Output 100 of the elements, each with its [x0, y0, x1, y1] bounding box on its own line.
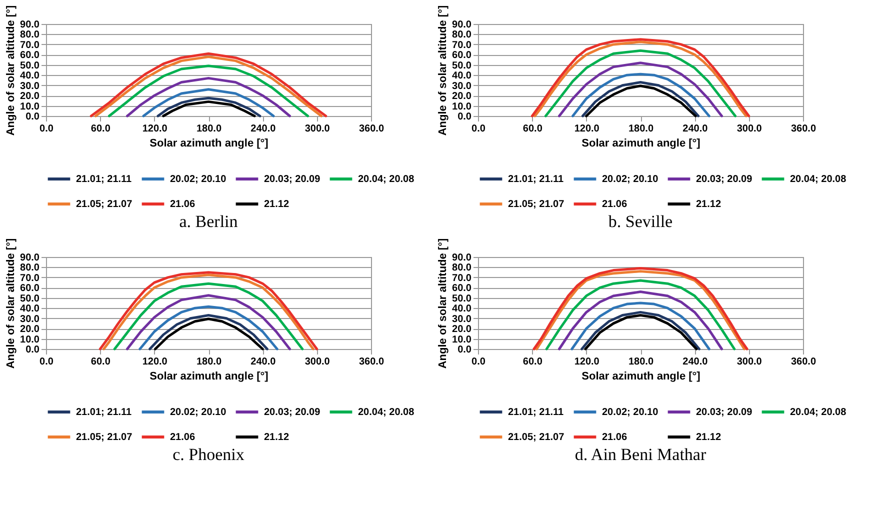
legend-label: 20.03; 20.09: [264, 407, 321, 418]
x-tick-label: 180.0: [628, 124, 654, 134]
legend-label: 21.01; 21.11: [508, 174, 564, 185]
y-tick-label: 60.0: [20, 50, 40, 62]
y-axis-title: Angle of solar altitude [°]: [437, 5, 450, 136]
x-tick-label: 120.0: [142, 124, 168, 134]
y-tick-label: 80.0: [452, 262, 472, 274]
legend-label: 21.12: [264, 432, 290, 443]
y-tick-label: 60.0: [452, 283, 472, 294]
legend-label: 21.01; 21.11: [508, 407, 564, 418]
legend-label: 20.04; 20.08: [790, 407, 847, 418]
y-tick-label: 70.0: [20, 40, 40, 51]
y-tick-label: 80.0: [452, 30, 472, 41]
x-tick-label: 60.0: [522, 356, 543, 368]
x-tick-label: 240.0: [250, 356, 276, 368]
legend-label: 20.04; 20.08: [358, 174, 415, 185]
line-series: [570, 302, 710, 350]
legend-label: 21.05; 21.07: [508, 432, 565, 443]
line-series: [154, 318, 264, 350]
legend-label: 21.12: [696, 432, 722, 443]
y-tick-label: 20.0: [452, 324, 472, 336]
y-tick-label: 10.0: [20, 101, 40, 112]
x-tick-label: 0.0: [472, 356, 486, 368]
line-series: [126, 294, 291, 350]
y-axis-title: Angle of solar altitude [°]: [437, 238, 450, 369]
y-tick-label: 30.0: [20, 80, 40, 92]
x-tick-label: 300.0: [304, 124, 330, 134]
x-axis-title: Solar azimuth angle [°]: [582, 138, 701, 150]
y-tick-label: 40.0: [20, 304, 40, 315]
legend-label: 20.02; 20.10: [170, 407, 227, 418]
line-series: [113, 282, 304, 350]
y-tick-label: 30.0: [452, 314, 472, 325]
legend-label: 21.06: [170, 432, 196, 443]
text: a. Berlin: [179, 212, 238, 231]
x-tick-label: 120.0: [142, 356, 168, 368]
y-tick-label: 90.0: [20, 252, 40, 264]
y-tick-label: 0.0: [458, 344, 472, 356]
legend-label: 20.02; 20.10: [602, 407, 659, 418]
legend-label: 21.12: [264, 199, 290, 210]
y-tick-label: 90.0: [452, 20, 472, 30]
x-axis-title: Solar azimuth angle [°]: [582, 370, 701, 382]
x-tick-label: 360.0: [790, 124, 816, 134]
y-tick-label: 70.0: [452, 40, 472, 51]
y-tick-label: 10.0: [20, 334, 40, 346]
y-tick-label: 80.0: [20, 262, 40, 274]
y-tick-label: 40.0: [452, 70, 472, 82]
x-axis-title: Solar azimuth angle [°]: [150, 370, 269, 382]
line-series: [545, 279, 736, 350]
x-tick-label: 60.0: [90, 356, 111, 368]
legend-label: 20.03; 20.09: [696, 407, 753, 418]
x-tick-label: 0.0: [40, 124, 54, 134]
legend-label: 21.05; 21.07: [76, 432, 133, 443]
y-tick-label: 70.0: [452, 272, 472, 284]
x-tick-label: 120.0: [574, 356, 600, 368]
legend-label: 21.05; 21.07: [508, 199, 565, 210]
legend-label: 20.03; 20.09: [264, 174, 321, 185]
x-tick-label: 360.0: [790, 356, 816, 368]
y-tick-label: 80.0: [20, 30, 40, 41]
legend-label: 20.04; 20.08: [358, 407, 415, 418]
y-tick-label: 40.0: [20, 70, 40, 82]
legend-label: 20.02; 20.10: [602, 174, 659, 185]
legend-label: 21.01; 21.11: [76, 174, 132, 185]
x-tick-label: 240.0: [682, 356, 708, 368]
text: d. Ain Beni Mathar: [574, 445, 706, 464]
y-tick-label: 10.0: [452, 101, 472, 112]
y-tick-label: 20.0: [452, 91, 472, 102]
legend-label: 21.06: [170, 199, 196, 210]
y-tick-label: 0.0: [26, 344, 40, 356]
y-tick-label: 20.0: [20, 91, 40, 102]
y-tick-label: 30.0: [20, 314, 40, 325]
legend-label: 21.05; 21.07: [76, 199, 133, 210]
x-tick-label: 180.0: [628, 356, 654, 368]
text: c. Phoenix: [172, 445, 245, 464]
y-tick-label: 0.0: [26, 112, 40, 122]
y-tick-label: 60.0: [20, 283, 40, 294]
line-series: [162, 100, 256, 118]
y-tick-label: 50.0: [20, 293, 40, 304]
legend-label: 20.04; 20.08: [790, 174, 847, 185]
x-tick-label: 300.0: [304, 356, 330, 368]
y-axis-title: Angle of solar altitude [°]: [5, 238, 18, 369]
line-series: [138, 305, 278, 350]
line-series: [126, 76, 291, 118]
legend-label: 20.02; 20.10: [170, 174, 227, 185]
x-tick-label: 0.0: [40, 356, 54, 368]
x-tick-label: 60.0: [90, 124, 111, 134]
legend-label: 21.06: [602, 199, 628, 210]
line-series: [572, 72, 710, 118]
line-series: [108, 64, 310, 118]
x-tick-label: 180.0: [196, 124, 222, 134]
y-tick-label: 0.0: [458, 112, 472, 122]
y-tick-label: 10.0: [452, 334, 472, 346]
line-series: [544, 49, 737, 118]
x-tick-label: 120.0: [574, 124, 600, 134]
legend-label: 21.06: [602, 432, 628, 443]
x-axis-title: Solar azimuth angle [°]: [150, 138, 269, 150]
x-tick-label: 60.0: [522, 124, 543, 134]
line-series: [558, 62, 723, 118]
legend-label: 21.12: [696, 199, 722, 210]
x-tick-label: 300.0: [736, 356, 762, 368]
x-tick-label: 360.0: [358, 124, 384, 134]
